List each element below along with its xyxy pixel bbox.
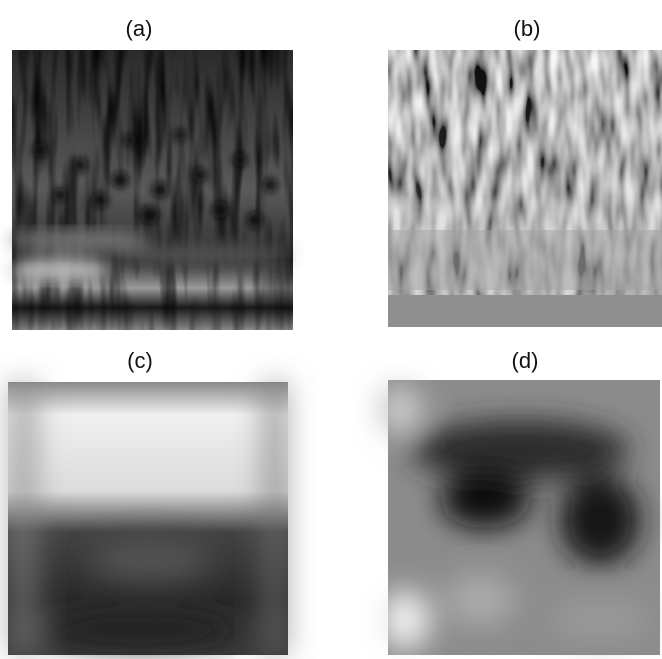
figure: (a) (b) (c) (d) (0, 0, 662, 659)
panel-b-image (388, 50, 662, 327)
panel-a-image (10, 50, 293, 330)
panel-label: (b) (514, 16, 541, 41)
page: (a) (b) (c) (d) (0, 0, 662, 659)
panel-label: (d) (512, 348, 539, 373)
panel-label: (a) (126, 16, 153, 41)
panel-c-image (8, 382, 288, 655)
panel-d-image (378, 380, 660, 655)
panel-label: (c) (127, 348, 153, 373)
